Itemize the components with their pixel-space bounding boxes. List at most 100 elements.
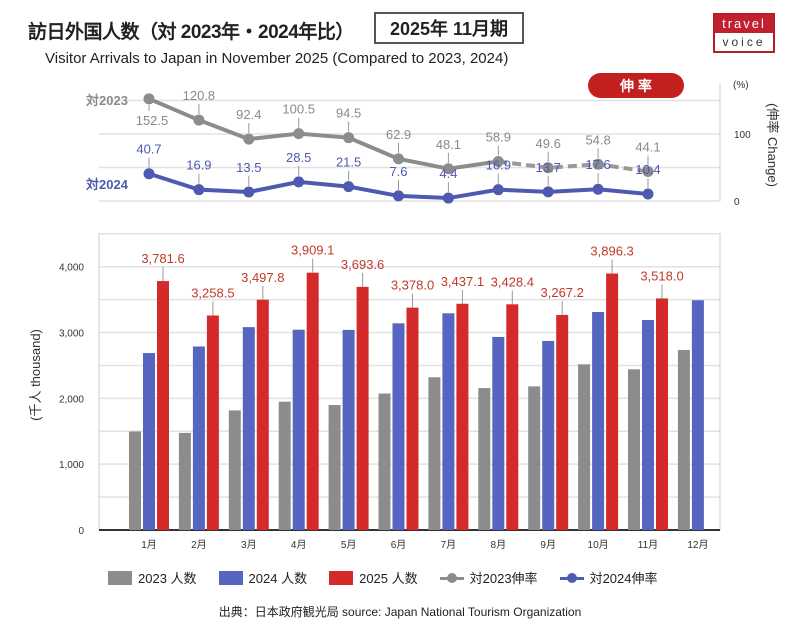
series-label: 対2023 bbox=[85, 93, 128, 108]
data-label: 120.8 bbox=[183, 88, 216, 103]
logo-top: travel bbox=[715, 15, 773, 33]
bar-2024 bbox=[292, 329, 305, 530]
legend-label: 2023 人数 bbox=[138, 571, 197, 586]
legend-item-rate2024: 対2024伸率 bbox=[559, 568, 657, 587]
rate-badge-label: 伸 率 bbox=[619, 78, 652, 94]
line-point bbox=[143, 168, 155, 180]
x-tick-label: 7月 bbox=[441, 539, 457, 551]
x-tick-label: 3月 bbox=[241, 539, 257, 551]
bar-2023 bbox=[178, 432, 191, 530]
legend-label: 2024 人数 bbox=[248, 571, 308, 586]
line-point bbox=[592, 183, 604, 195]
data-label: 100.5 bbox=[282, 102, 315, 117]
bar-2024 bbox=[143, 353, 155, 530]
data-label: 92.4 bbox=[236, 107, 261, 122]
bar-2024 bbox=[592, 311, 605, 530]
data-label: 7.6 bbox=[389, 164, 407, 179]
data-label: 13.5 bbox=[236, 160, 261, 175]
data-label: 13.7 bbox=[536, 160, 561, 175]
legend-swatch bbox=[218, 570, 243, 585]
x-tick-label: 12月 bbox=[687, 539, 708, 551]
bar-2025 bbox=[306, 272, 319, 530]
x-tick-label: 2月 bbox=[191, 539, 207, 551]
bar-2025 bbox=[356, 286, 369, 530]
x-tick-label: 6月 bbox=[391, 539, 407, 551]
bar-2025 bbox=[456, 303, 469, 530]
data-label: 3,909.1 bbox=[291, 243, 334, 258]
data-label: 3,378.0 bbox=[391, 278, 434, 293]
line-point bbox=[293, 176, 305, 188]
period-badge: 2025年 11月期 bbox=[374, 12, 524, 44]
bar-2025 bbox=[606, 273, 619, 530]
y-tick-label: 4,000 bbox=[59, 263, 84, 274]
data-label: 58.9 bbox=[486, 130, 511, 145]
legend: 2023 人数 2024 人数 2025 人数 対2023伸率 対2024伸率 bbox=[108, 568, 657, 587]
legend-item-2025: 2025 人数 bbox=[329, 568, 418, 587]
line-point bbox=[642, 188, 654, 200]
data-label: 16.9 bbox=[186, 158, 211, 173]
data-label: 44.1 bbox=[635, 139, 660, 154]
travelvoice-logo: travel voice bbox=[713, 13, 775, 53]
data-label: 28.5 bbox=[286, 150, 311, 165]
bar-2024 bbox=[392, 323, 405, 530]
line-series-rate2023-dashed bbox=[498, 159, 649, 174]
chart-subtitle: Visitor Arrivals to Japan in November 20… bbox=[45, 50, 509, 67]
bar-2024 bbox=[492, 336, 505, 530]
bar-2024 bbox=[242, 327, 255, 530]
legend-line bbox=[559, 571, 584, 585]
y-tick-label: 3,000 bbox=[59, 329, 84, 340]
chart-title: 訪日外国人数（対 2023年・2024年比） bbox=[28, 22, 354, 43]
bar-2024 bbox=[442, 313, 455, 530]
bar-2023 bbox=[628, 369, 640, 530]
y-tick-label: 0 bbox=[78, 526, 84, 537]
bar-2023 bbox=[677, 350, 690, 530]
data-label: 54.8 bbox=[585, 132, 610, 147]
legend-swatch bbox=[108, 570, 132, 585]
legend-item-2023: 2023 人数 bbox=[108, 568, 197, 587]
legend-line bbox=[439, 571, 464, 585]
bar-2025 bbox=[157, 281, 169, 530]
line-point bbox=[642, 165, 654, 177]
line-point bbox=[592, 158, 604, 170]
bar-2024 bbox=[342, 329, 355, 530]
line-point bbox=[243, 186, 255, 198]
data-label: 17.6 bbox=[585, 157, 610, 172]
line-point bbox=[492, 184, 504, 196]
bar-2024 bbox=[192, 346, 205, 530]
line-point bbox=[492, 156, 504, 168]
data-label: 3,258.5 bbox=[191, 286, 234, 301]
bar-2023 bbox=[478, 388, 491, 530]
x-tick-label: 8月 bbox=[491, 539, 507, 551]
bar-2023 bbox=[228, 410, 241, 530]
line-point bbox=[542, 186, 554, 198]
legend-item-2024: 2024 人数 bbox=[218, 568, 308, 587]
bar-2025 bbox=[506, 304, 519, 530]
bar-2023 bbox=[278, 401, 291, 530]
y-tick-label: 2,000 bbox=[59, 394, 84, 405]
x-tick-label: 1月 bbox=[141, 539, 157, 551]
x-tick-label: 5月 bbox=[341, 539, 357, 551]
bar-2024 bbox=[642, 320, 654, 530]
data-label: 94.5 bbox=[336, 106, 361, 121]
data-label: 3,518.0 bbox=[640, 268, 683, 283]
line-point bbox=[293, 128, 305, 140]
data-label: 3,896.3 bbox=[590, 244, 633, 259]
series-label: 対2024 bbox=[85, 177, 129, 192]
bar-2023 bbox=[528, 386, 541, 530]
data-label: 49.6 bbox=[536, 136, 561, 151]
rate-badge bbox=[588, 73, 684, 98]
legend-swatch bbox=[329, 570, 354, 585]
bar-2024 bbox=[691, 300, 704, 530]
data-label: 3,693.6 bbox=[341, 257, 384, 272]
source-note: 出典：日本政府観光局 source: Japan National Touris… bbox=[218, 605, 582, 619]
line-point bbox=[243, 133, 255, 145]
line-point bbox=[343, 132, 355, 144]
bar-2023 bbox=[428, 377, 441, 530]
bar-2023 bbox=[378, 393, 391, 530]
bar-2025 bbox=[206, 315, 219, 530]
bar-2025 bbox=[556, 314, 569, 530]
y-tick-label: 0 bbox=[734, 197, 740, 208]
y-tick-label: 100 bbox=[734, 130, 751, 141]
y-axis-label: (伸率 Change) bbox=[765, 103, 780, 187]
x-tick-label: 9月 bbox=[540, 539, 556, 551]
